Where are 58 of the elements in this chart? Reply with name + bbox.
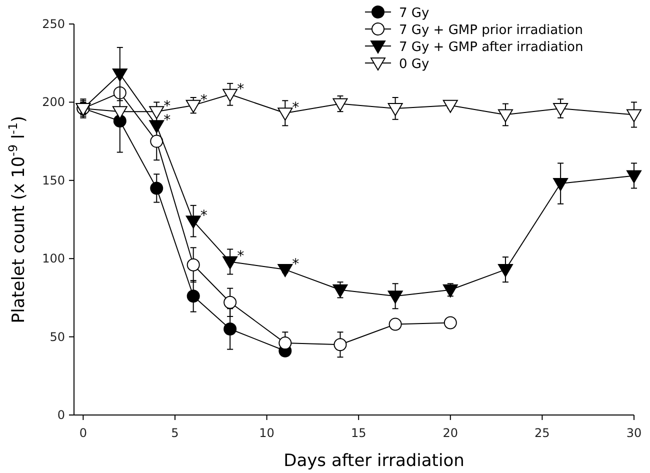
point — [388, 102, 403, 116]
annotation: * — [237, 248, 244, 265]
annotation: * — [164, 98, 171, 115]
y-tick-label: 200 — [42, 95, 65, 110]
legend-label: 7 Gy — [399, 6, 430, 21]
point — [224, 322, 237, 336]
point — [626, 109, 642, 122]
legend-label: 0 Gy — [399, 57, 430, 72]
point — [150, 134, 164, 148]
x-tick-label: 30 — [626, 426, 642, 440]
point — [278, 108, 293, 121]
point — [334, 338, 347, 352]
point — [442, 100, 458, 113]
point — [112, 68, 128, 82]
annotation: * — [292, 256, 300, 273]
point — [498, 109, 513, 122]
point — [626, 170, 642, 184]
point — [150, 182, 164, 195]
point — [222, 88, 238, 102]
y-tick-label: 250 — [42, 17, 65, 31]
point — [388, 290, 403, 304]
point — [278, 336, 292, 350]
point — [112, 106, 128, 120]
x-tick-label: 25 — [534, 426, 550, 440]
x-tick-label: 5 — [171, 426, 179, 440]
x-tick-label: 20 — [442, 426, 458, 440]
point — [186, 290, 200, 303]
y-tick-label: 0 — [57, 408, 65, 422]
point — [186, 216, 201, 229]
annotation: * — [200, 208, 208, 224]
point — [186, 258, 200, 272]
point — [222, 256, 238, 270]
legend-label: 7 Gy + GMP prior irradiation — [399, 23, 583, 38]
point — [444, 316, 457, 330]
y-tick-label: 50 — [50, 330, 65, 344]
point — [224, 296, 237, 309]
annotation: * — [164, 112, 171, 129]
y-tick-label: 100 — [42, 252, 65, 266]
y-tick-label: 150 — [42, 173, 65, 188]
x-tick-label: 0 — [79, 426, 87, 440]
legend-label: 7 Gy + GMP after irradiation — [399, 40, 584, 55]
point — [332, 98, 348, 112]
point — [332, 284, 348, 298]
point — [186, 100, 201, 113]
x-axis-title: Days after irradiation — [284, 451, 464, 471]
annotation: * — [200, 92, 208, 108]
point — [442, 284, 458, 298]
point — [149, 106, 164, 120]
point — [388, 318, 402, 331]
point — [498, 264, 513, 278]
x-tick-label: 10 — [259, 426, 274, 440]
annotation: * — [292, 100, 300, 116]
annotation: * — [237, 81, 244, 98]
point — [149, 120, 164, 134]
point — [553, 178, 568, 192]
point — [553, 102, 568, 116]
x-tick-label: 15 — [350, 426, 366, 440]
point — [278, 264, 293, 278]
